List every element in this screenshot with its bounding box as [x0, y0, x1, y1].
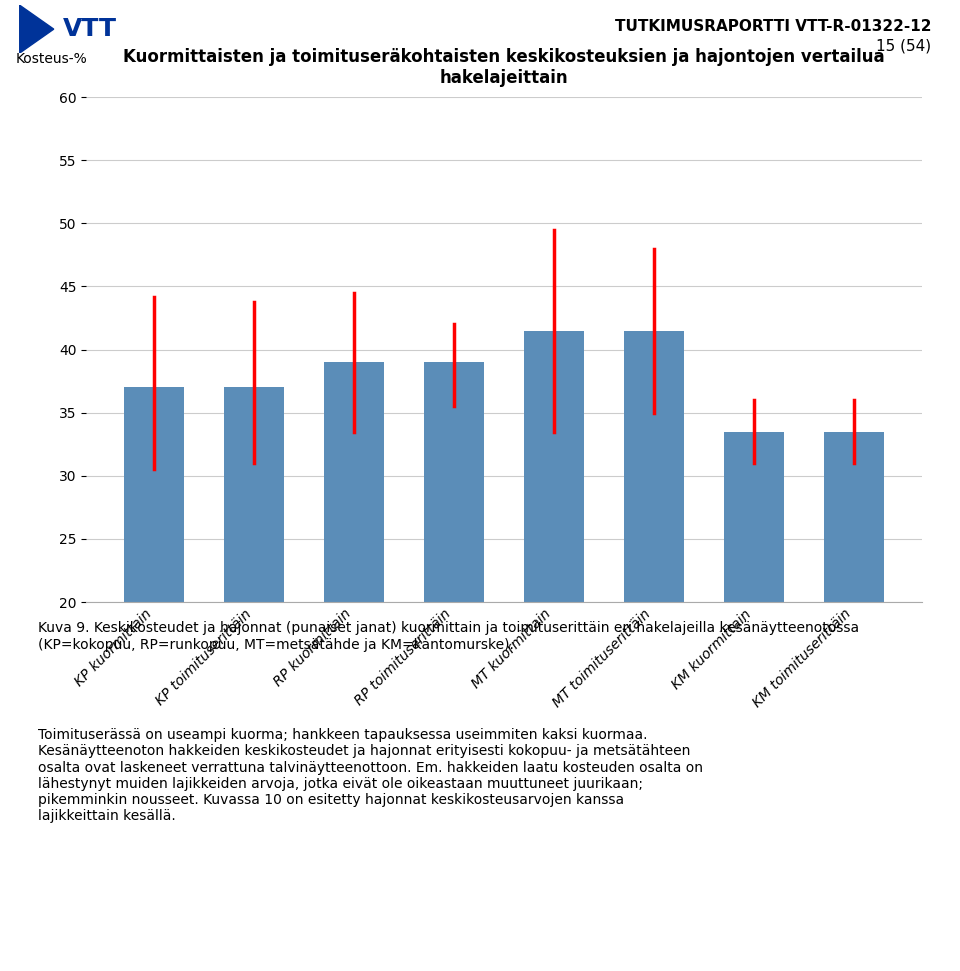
Text: Kuva 9. Keskikosteudet ja hajonnat (punaiset janat) kuormittain ja toimituseritt: Kuva 9. Keskikosteudet ja hajonnat (puna…	[38, 621, 859, 652]
Text: VTT: VTT	[63, 17, 117, 41]
Text: Kosteus-%: Kosteus-%	[15, 51, 87, 66]
Bar	[424, 362, 484, 854]
Text: 15 (54): 15 (54)	[876, 39, 931, 53]
Bar	[724, 431, 783, 854]
Title: Kuormittaisten ja toimituseräkohtaisten keskikosteuksien ja hajontojen vertailua: Kuormittaisten ja toimituseräkohtaisten …	[123, 49, 885, 87]
Bar	[624, 330, 684, 854]
Bar	[125, 387, 184, 854]
Bar	[524, 330, 584, 854]
Bar	[324, 362, 384, 854]
Bar	[225, 387, 284, 854]
Bar	[824, 431, 883, 854]
Text: Toimituserässä on useampi kuorma; hankkeen tapauksessa useimmiten kaksi kuormaa.: Toimituserässä on useampi kuorma; hankke…	[38, 728, 704, 823]
Polygon shape	[19, 5, 54, 53]
Text: TUTKIMUSRAPORTTI VTT-R-01322-12: TUTKIMUSRAPORTTI VTT-R-01322-12	[614, 19, 931, 34]
